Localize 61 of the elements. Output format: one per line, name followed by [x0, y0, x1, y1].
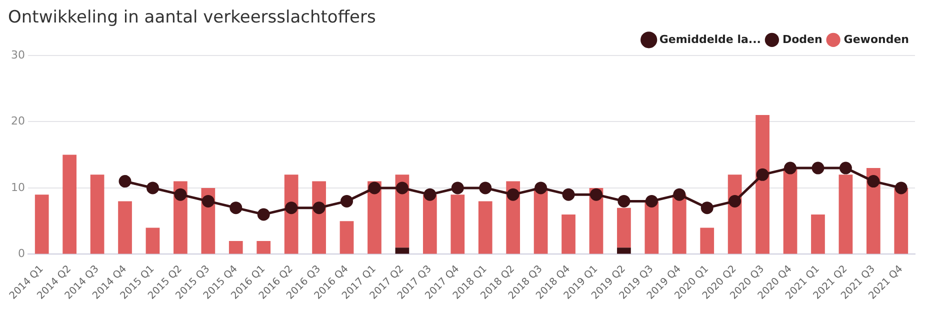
bar [228, 240, 243, 254]
point [756, 168, 769, 181]
bar [783, 168, 798, 254]
point [146, 182, 159, 194]
y-tick-label: 20 [10, 114, 25, 128]
bar [90, 174, 104, 254]
bar [756, 115, 770, 254]
bar [478, 201, 492, 254]
bar [34, 194, 49, 254]
bar [894, 188, 908, 254]
point [534, 182, 548, 194]
bar [256, 240, 271, 254]
point [174, 188, 187, 201]
bar [644, 201, 659, 254]
point [784, 162, 797, 174]
point [257, 208, 270, 221]
point [618, 194, 630, 208]
bar [340, 221, 354, 254]
legend-label: Gewonden [844, 32, 910, 46]
point [285, 202, 298, 214]
point [312, 202, 326, 214]
point [368, 182, 381, 194]
bar [450, 194, 465, 254]
bar [617, 208, 631, 248]
point [562, 188, 575, 201]
bar [534, 188, 548, 254]
point [673, 188, 686, 201]
point [590, 188, 602, 201]
point [230, 202, 242, 214]
bar [811, 214, 825, 254]
point [451, 182, 464, 194]
point [202, 194, 214, 208]
legend-label: Gemiddelde la... [659, 32, 761, 46]
point [506, 188, 520, 201]
point [396, 182, 408, 194]
point [839, 162, 852, 174]
point [340, 194, 354, 208]
chart-title: Ontwikkeling in aantal verkeersslachtoffers [8, 8, 376, 28]
bar [422, 194, 437, 254]
point [867, 175, 880, 188]
point [812, 162, 824, 174]
point [118, 175, 132, 188]
bar [700, 228, 714, 254]
point [645, 194, 658, 208]
bar [562, 214, 576, 254]
point [700, 202, 714, 214]
bar [395, 248, 410, 254]
point [894, 182, 908, 194]
y-tick-label: 30 [10, 48, 25, 62]
point [728, 194, 742, 208]
bar [62, 154, 77, 254]
y-tick-label: 0 [18, 247, 25, 260]
y-tick-label: 10 [10, 180, 25, 194]
bar [118, 201, 132, 254]
bar [146, 228, 160, 254]
point [424, 188, 436, 201]
bar [838, 174, 853, 254]
legend-label: Doden [782, 32, 822, 46]
bar [617, 248, 631, 254]
bar [672, 194, 686, 254]
point [479, 182, 492, 194]
